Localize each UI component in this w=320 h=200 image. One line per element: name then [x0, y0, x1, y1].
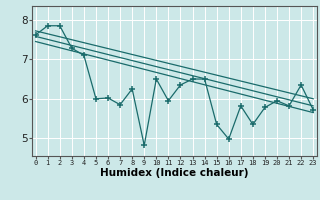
X-axis label: Humidex (Indice chaleur): Humidex (Indice chaleur): [100, 168, 249, 178]
